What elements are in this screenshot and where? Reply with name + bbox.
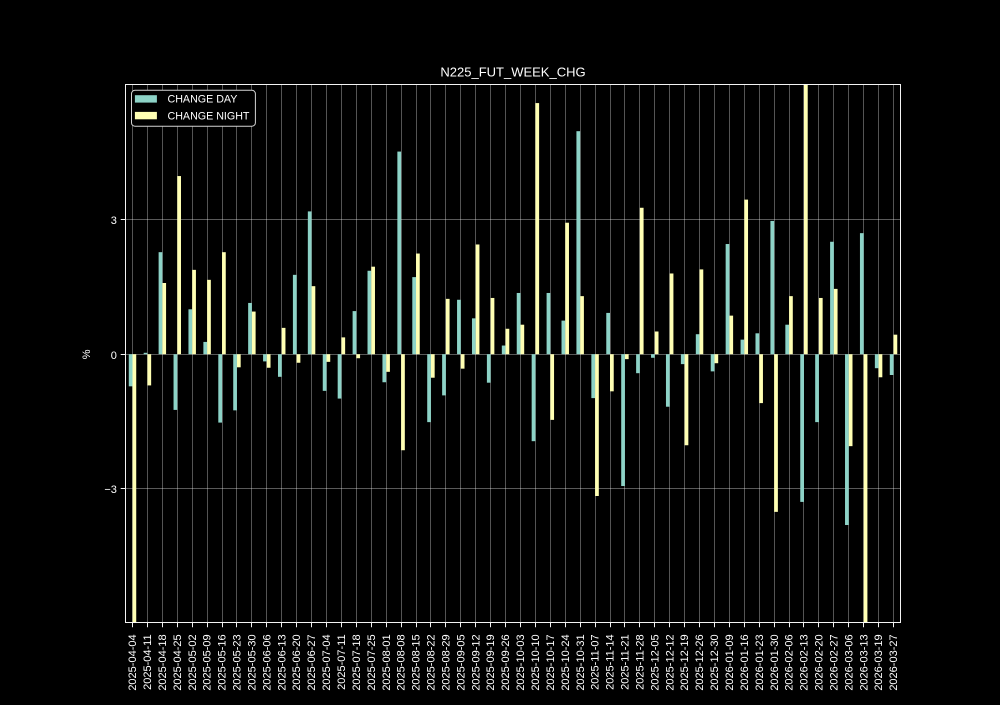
svg-text:2026-02-13: 2026-02-13 [799,634,811,690]
svg-text:−3: −3 [104,484,117,496]
svg-text:2026-01-30: 2026-01-30 [769,634,781,690]
svg-text:2025-04-04: 2025-04-04 [127,634,139,690]
svg-text:2025-12-30: 2025-12-30 [709,634,721,690]
svg-text:2025-12-26: 2025-12-26 [694,634,706,690]
svg-text:2026-01-23: 2026-01-23 [754,634,766,690]
svg-text:2025-11-28: 2025-11-28 [634,634,646,689]
svg-text:2025-10-24: 2025-10-24 [560,634,572,690]
svg-text:2026-03-06: 2026-03-06 [843,634,855,690]
svg-text:2025-12-05: 2025-12-05 [649,634,661,690]
svg-text:2025-06-13: 2025-06-13 [276,634,288,690]
svg-text:2025-07-11: 2025-07-11 [336,634,348,689]
svg-text:2025-06-20: 2025-06-20 [291,634,303,690]
svg-text:2025-05-02: 2025-05-02 [187,634,199,690]
svg-text:2026-03-27: 2026-03-27 [888,634,900,690]
svg-text:2026-02-06: 2026-02-06 [784,634,796,690]
svg-text:2025-09-05: 2025-09-05 [455,634,467,690]
svg-text:2025-11-14: 2025-11-14 [605,634,617,689]
svg-text:2026-01-09: 2026-01-09 [724,634,736,690]
svg-text:2025-11-07: 2025-11-07 [590,634,602,689]
svg-text:2025-07-04: 2025-07-04 [321,634,333,690]
svg-text:2025-09-12: 2025-09-12 [470,634,482,690]
svg-text:2025-10-10: 2025-10-10 [530,634,542,690]
svg-text:2026-03-19: 2026-03-19 [873,634,885,690]
svg-text:N225_FUT_WEEK_CHG: N225_FUT_WEEK_CHG [440,65,585,80]
svg-text:2025-12-12: 2025-12-12 [664,634,676,690]
svg-text:2025-08-08: 2025-08-08 [396,634,408,690]
svg-text:2025-06-27: 2025-06-27 [306,634,318,690]
svg-text:2026-01-16: 2026-01-16 [739,634,751,690]
svg-text:2025-09-19: 2025-09-19 [485,634,497,690]
svg-text:2025-05-16: 2025-05-16 [217,634,229,690]
svg-text:CHANGE DAY: CHANGE DAY [168,94,238,106]
svg-text:2025-11-21: 2025-11-21 [620,634,632,689]
svg-text:2025-08-01: 2025-08-01 [381,634,393,690]
svg-text:2025-09-26: 2025-09-26 [500,634,512,690]
svg-text:2025-05-30: 2025-05-30 [246,634,258,690]
svg-text:2026-02-27: 2026-02-27 [828,634,840,690]
svg-text:2026-03-13: 2026-03-13 [858,634,870,690]
svg-text:2025-10-31: 2025-10-31 [575,634,587,690]
svg-text:2025-05-23: 2025-05-23 [232,634,244,690]
svg-text:2025-04-18: 2025-04-18 [157,634,169,690]
svg-text:2025-04-25: 2025-04-25 [172,634,184,690]
svg-text:2025-08-15: 2025-08-15 [411,634,423,690]
svg-text:2025-08-29: 2025-08-29 [440,634,452,690]
svg-text:2025-08-22: 2025-08-22 [426,634,438,690]
svg-text:2025-10-17: 2025-10-17 [545,634,557,690]
svg-text:2025-07-18: 2025-07-18 [351,634,363,690]
svg-text:2025-04-11: 2025-04-11 [142,634,154,689]
svg-text:%: % [81,349,93,359]
svg-text:2025-10-03: 2025-10-03 [515,634,527,690]
svg-text:CHANGE NIGHT: CHANGE NIGHT [168,111,250,123]
svg-text:2025-07-25: 2025-07-25 [366,634,378,690]
svg-text:3: 3 [111,215,117,227]
svg-text:2026-02-20: 2026-02-20 [814,634,826,690]
svg-text:0: 0 [111,350,117,362]
svg-text:2025-05-09: 2025-05-09 [202,634,214,690]
svg-text:2025-06-06: 2025-06-06 [261,634,273,690]
svg-text:2025-12-19: 2025-12-19 [679,634,691,690]
